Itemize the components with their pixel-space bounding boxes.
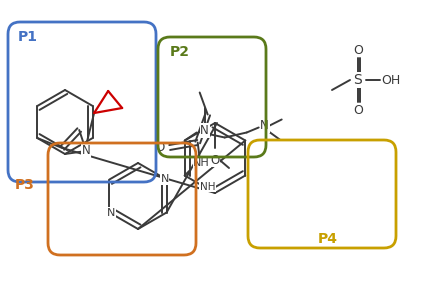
Text: N: N xyxy=(160,175,169,185)
Text: P1: P1 xyxy=(18,30,38,44)
Text: P2: P2 xyxy=(170,45,190,59)
Text: NH: NH xyxy=(193,157,210,168)
Text: O: O xyxy=(211,154,219,166)
Text: N: N xyxy=(107,208,116,218)
Text: N: N xyxy=(260,119,269,132)
Text: OH: OH xyxy=(381,74,400,86)
Text: S: S xyxy=(354,73,362,87)
Text: O: O xyxy=(155,141,164,154)
Text: P4: P4 xyxy=(318,232,338,246)
Text: NH: NH xyxy=(200,182,215,192)
Text: O: O xyxy=(353,44,363,56)
Text: O: O xyxy=(353,103,363,117)
Text: N: N xyxy=(200,124,209,137)
Text: N: N xyxy=(82,145,90,157)
Text: P3: P3 xyxy=(15,178,35,192)
